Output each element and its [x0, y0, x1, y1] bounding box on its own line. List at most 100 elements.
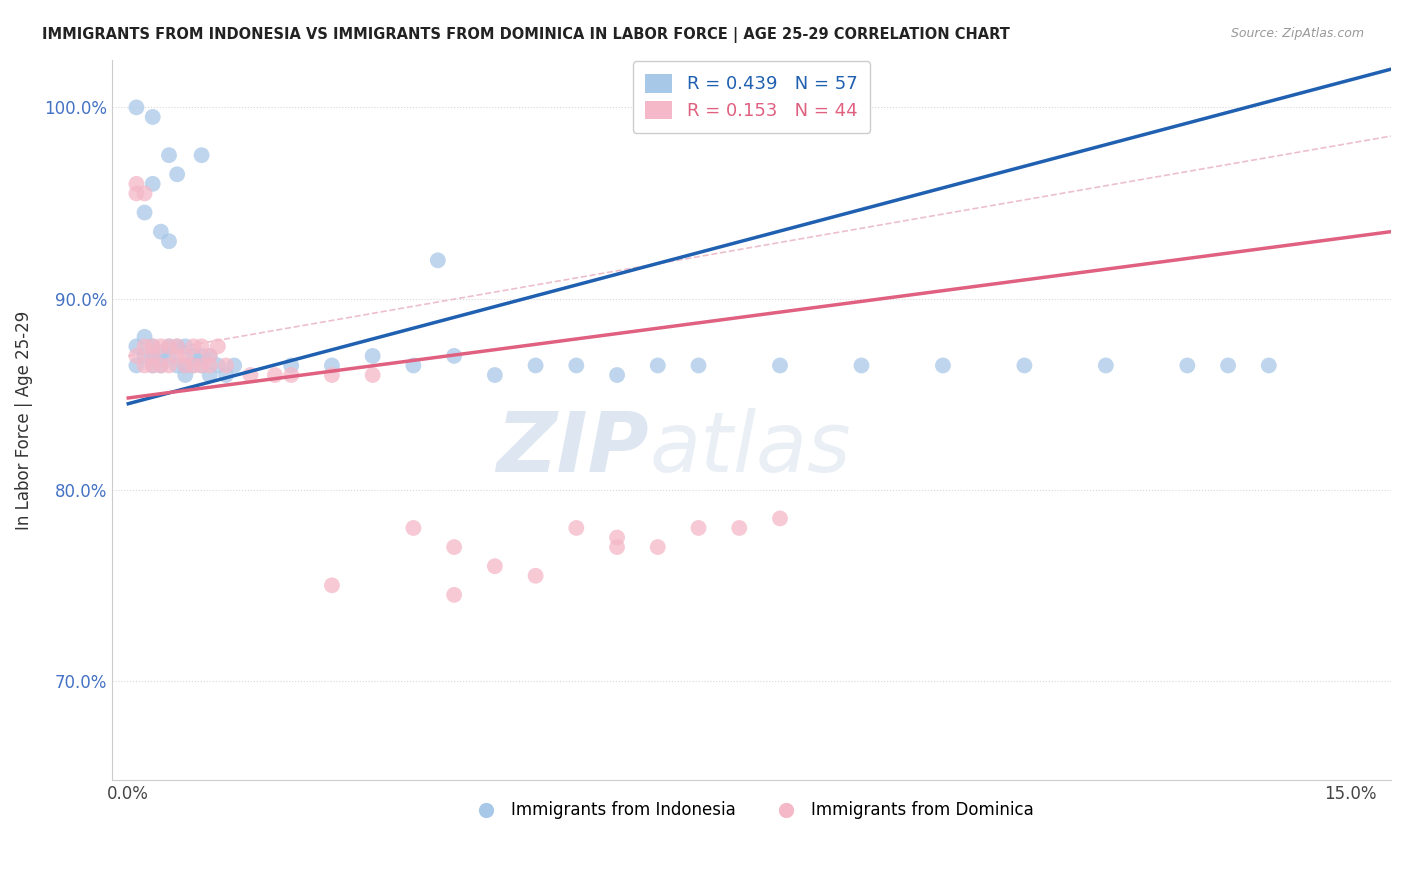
Point	[190, 349, 212, 363]
Point	[190, 339, 212, 353]
Point	[174, 359, 197, 373]
Point	[134, 359, 156, 373]
Y-axis label: In Labor Force | Age 25-29: In Labor Force | Age 25-29	[15, 310, 32, 530]
Point	[157, 349, 180, 363]
Point	[1095, 359, 1118, 373]
Point	[190, 148, 212, 162]
Point	[157, 359, 180, 373]
Point	[524, 568, 547, 582]
Point	[134, 186, 156, 201]
Point	[851, 359, 873, 373]
Point	[728, 521, 751, 535]
Point	[174, 359, 197, 373]
Point	[443, 349, 465, 363]
Point	[769, 359, 792, 373]
Point	[149, 225, 172, 239]
Point	[215, 368, 238, 382]
Point	[215, 359, 238, 373]
Point	[142, 110, 165, 124]
Point	[174, 349, 197, 363]
Point	[932, 359, 955, 373]
Point	[142, 359, 165, 373]
Point	[174, 368, 197, 382]
Point	[426, 253, 449, 268]
Point	[166, 349, 188, 363]
Point	[166, 339, 188, 353]
Point	[190, 359, 212, 373]
Point	[484, 368, 506, 382]
Point	[606, 540, 628, 554]
Point	[157, 234, 180, 248]
Point	[125, 186, 148, 201]
Point	[142, 349, 165, 363]
Point	[149, 349, 172, 363]
Point	[149, 339, 172, 353]
Point	[688, 521, 710, 535]
Point	[1257, 359, 1279, 373]
Point	[166, 339, 188, 353]
Point	[183, 349, 205, 363]
Point	[198, 359, 221, 373]
Point	[769, 511, 792, 525]
Point	[565, 359, 588, 373]
Point	[198, 349, 221, 363]
Point	[361, 368, 384, 382]
Point	[134, 330, 156, 344]
Point	[183, 339, 205, 353]
Legend: Immigrants from Indonesia, Immigrants from Dominica: Immigrants from Indonesia, Immigrants fr…	[463, 795, 1040, 826]
Text: ZIP: ZIP	[496, 409, 650, 490]
Point	[264, 368, 287, 382]
Point	[688, 359, 710, 373]
Point	[606, 531, 628, 545]
Point	[321, 359, 343, 373]
Point	[1175, 359, 1198, 373]
Point	[125, 100, 148, 114]
Point	[207, 359, 229, 373]
Point	[224, 359, 246, 373]
Point	[361, 349, 384, 363]
Text: IMMIGRANTS FROM INDONESIA VS IMMIGRANTS FROM DOMINICA IN LABOR FORCE | AGE 25-29: IMMIGRANTS FROM INDONESIA VS IMMIGRANTS …	[42, 27, 1010, 43]
Point	[142, 339, 165, 353]
Point	[280, 368, 302, 382]
Point	[524, 359, 547, 373]
Point	[647, 540, 669, 554]
Text: Source: ZipAtlas.com: Source: ZipAtlas.com	[1230, 27, 1364, 40]
Point	[174, 339, 197, 353]
Point	[183, 359, 205, 373]
Point	[321, 368, 343, 382]
Point	[606, 368, 628, 382]
Point	[125, 177, 148, 191]
Text: atlas: atlas	[650, 409, 851, 490]
Point	[149, 359, 172, 373]
Point	[402, 521, 425, 535]
Point	[125, 339, 148, 353]
Point	[149, 359, 172, 373]
Point	[280, 359, 302, 373]
Point	[1216, 359, 1239, 373]
Point	[125, 349, 148, 363]
Point	[443, 540, 465, 554]
Point	[239, 368, 262, 382]
Point	[198, 368, 221, 382]
Point	[166, 167, 188, 181]
Point	[157, 148, 180, 162]
Point	[166, 359, 188, 373]
Point	[1014, 359, 1036, 373]
Point	[142, 349, 165, 363]
Point	[142, 339, 165, 353]
Point	[183, 359, 205, 373]
Point	[134, 349, 156, 363]
Point	[157, 339, 180, 353]
Point	[565, 521, 588, 535]
Point	[125, 359, 148, 373]
Point	[190, 359, 212, 373]
Point	[647, 359, 669, 373]
Point	[484, 559, 506, 574]
Point	[157, 339, 180, 353]
Point	[142, 359, 165, 373]
Point	[321, 578, 343, 592]
Point	[134, 205, 156, 219]
Point	[142, 177, 165, 191]
Point	[402, 359, 425, 373]
Point	[207, 339, 229, 353]
